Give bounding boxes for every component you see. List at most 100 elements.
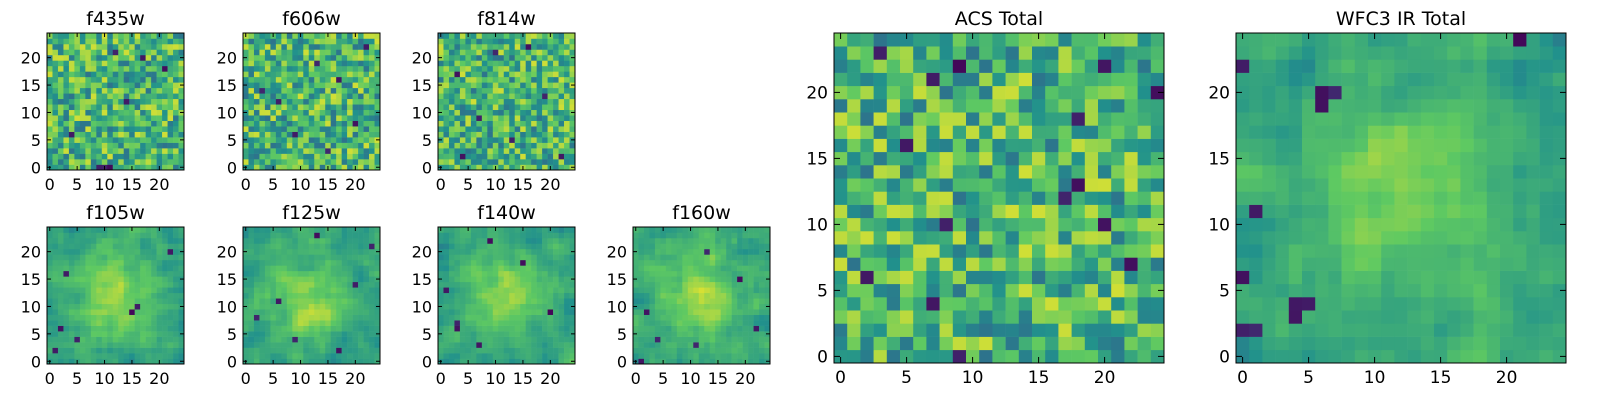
heatmap-cell bbox=[336, 115, 342, 121]
heatmap-cell bbox=[167, 115, 174, 121]
heatmap-cell bbox=[847, 244, 861, 258]
heatmap-cell bbox=[665, 358, 672, 365]
heatmap-cell bbox=[654, 292, 661, 299]
heatmap-cell bbox=[709, 292, 716, 299]
heatmap-cell bbox=[151, 287, 157, 294]
heatmap-cell bbox=[134, 259, 141, 266]
heatmap-cell bbox=[286, 303, 293, 310]
heatmap-cell bbox=[492, 353, 499, 359]
heatmap-cell bbox=[79, 276, 86, 283]
heatmap-cell bbox=[753, 303, 760, 310]
heatmap-cell bbox=[140, 265, 146, 272]
heatmap-cell bbox=[156, 71, 163, 78]
heatmap-cell bbox=[979, 257, 993, 271]
heatmap-cell bbox=[297, 276, 304, 283]
heatmap-cell bbox=[47, 347, 53, 354]
heatmap-cell bbox=[369, 342, 375, 348]
heatmap-cell bbox=[759, 248, 765, 255]
heatmap-cell bbox=[63, 265, 70, 272]
heatmap-cell bbox=[693, 248, 700, 255]
heatmap-cell bbox=[913, 349, 927, 364]
heatmap-cell bbox=[303, 148, 310, 154]
heatmap-cell bbox=[129, 276, 135, 283]
heatmap-cell bbox=[470, 60, 477, 67]
heatmap-cell bbox=[292, 126, 299, 132]
heatmap-cell bbox=[731, 227, 738, 233]
heatmap-cell bbox=[308, 259, 315, 266]
heatmap-cell bbox=[47, 287, 53, 294]
heatmap-cell bbox=[145, 347, 152, 354]
heatmap-cell bbox=[178, 353, 185, 359]
heatmap-cell bbox=[156, 303, 163, 310]
heatmap-cell bbox=[671, 320, 678, 326]
heatmap-cell bbox=[178, 104, 185, 111]
heatmap-cell bbox=[363, 336, 370, 343]
heatmap-cell bbox=[759, 254, 765, 261]
heatmap-cell bbox=[558, 148, 565, 154]
heatmap-cell bbox=[966, 217, 980, 232]
heatmap-cell bbox=[939, 217, 954, 232]
heatmap-cell bbox=[509, 120, 516, 127]
heatmap-cell bbox=[481, 65, 488, 72]
heatmap-cell bbox=[558, 342, 565, 348]
heatmap-cell bbox=[134, 54, 141, 61]
heatmap-cell bbox=[292, 309, 299, 315]
heatmap-cell bbox=[926, 336, 940, 351]
heatmap-cell bbox=[341, 54, 348, 61]
heatmap-cell bbox=[107, 276, 114, 283]
heatmap-cell bbox=[107, 265, 114, 272]
heatmap-cell bbox=[1137, 349, 1152, 364]
heatmap-cell bbox=[79, 82, 86, 89]
heatmap-cell bbox=[140, 259, 146, 266]
heatmap-cell bbox=[487, 259, 494, 266]
heatmap-cell bbox=[259, 131, 266, 138]
heatmap-cell bbox=[514, 292, 521, 299]
heatmap-cell bbox=[47, 265, 53, 272]
heatmap-cell bbox=[514, 325, 521, 332]
heatmap-cell bbox=[459, 82, 466, 89]
heatmap-cell bbox=[270, 60, 277, 67]
heatmap-cell bbox=[992, 310, 1006, 324]
heatmap-cell bbox=[264, 281, 271, 288]
heatmap-cell bbox=[492, 281, 499, 288]
heatmap-cell bbox=[63, 104, 70, 111]
heatmap-cell bbox=[123, 82, 130, 89]
heatmap-cell bbox=[547, 43, 554, 50]
heatmap-cell bbox=[363, 309, 370, 315]
heatmap-cell bbox=[358, 126, 364, 132]
heatmap-cell bbox=[325, 82, 331, 89]
heatmap-cell bbox=[374, 33, 381, 39]
heatmap-cell bbox=[275, 358, 282, 365]
heatmap-cell bbox=[57, 227, 64, 233]
heatmap-cell bbox=[101, 148, 108, 154]
heatmap-cell bbox=[531, 320, 537, 326]
heatmap-cell bbox=[151, 227, 157, 233]
heatmap-cell bbox=[85, 109, 92, 116]
heatmap-cell bbox=[698, 342, 705, 348]
heatmap-cell bbox=[352, 232, 359, 239]
heatmap-cell bbox=[742, 325, 749, 332]
heatmap-cell bbox=[140, 49, 146, 56]
heatmap-cell bbox=[525, 287, 532, 294]
heatmap-cell bbox=[167, 76, 174, 83]
heatmap-cell bbox=[112, 38, 119, 45]
heatmap-cell bbox=[443, 292, 450, 299]
heatmap-cell bbox=[693, 292, 700, 299]
heatmap-cell bbox=[498, 153, 505, 160]
heatmap-cell bbox=[52, 159, 59, 165]
heatmap-cell bbox=[336, 276, 342, 283]
heatmap-cell bbox=[649, 303, 656, 310]
heatmap-cell bbox=[297, 159, 304, 165]
heatmap-cell bbox=[525, 60, 532, 67]
heatmap-cell bbox=[140, 342, 146, 348]
heatmap-cell bbox=[536, 259, 543, 266]
heatmap-cell bbox=[514, 270, 521, 277]
heatmap-cell bbox=[123, 259, 130, 266]
heatmap-cell bbox=[764, 270, 771, 277]
heatmap-cell bbox=[720, 347, 727, 354]
heatmap-cell bbox=[162, 309, 168, 315]
heatmap-cell bbox=[151, 131, 157, 138]
heatmap-cell bbox=[358, 120, 364, 127]
heatmap-cell bbox=[145, 126, 152, 132]
heatmap-cell bbox=[860, 191, 874, 205]
